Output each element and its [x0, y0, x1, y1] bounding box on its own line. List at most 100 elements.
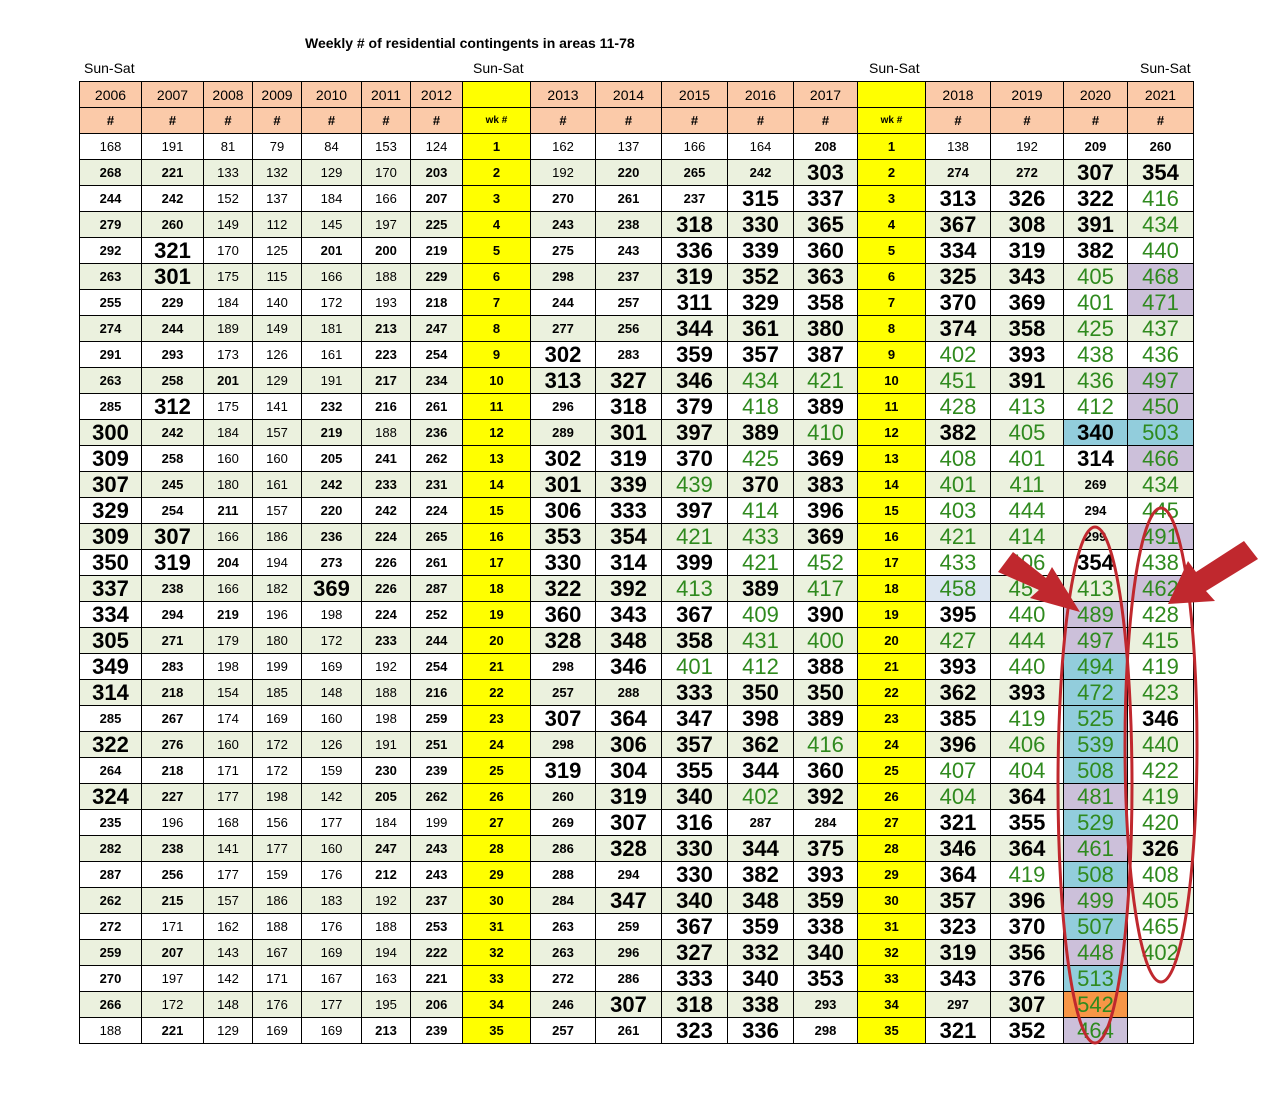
value-cell: 238: [141, 835, 204, 862]
value-cell: 242: [361, 497, 411, 524]
value-cell: 194: [252, 549, 302, 576]
value-cell: 198: [361, 705, 411, 732]
value-cell: 428: [925, 393, 991, 420]
value-cell: 294: [141, 601, 204, 628]
week-number-cell: 28: [462, 835, 531, 862]
week-number-cell: 7: [857, 289, 926, 316]
value-cell: 401: [661, 653, 728, 680]
week-number-cell: 35: [857, 1017, 926, 1044]
value-cell: 259: [410, 705, 463, 732]
value-cell: 343: [925, 965, 991, 992]
value-cell: 307: [141, 523, 204, 550]
week-number-cell: 34: [857, 991, 926, 1018]
value-cell: 179: [203, 627, 253, 654]
value-cell: 276: [141, 731, 204, 758]
value-cell: 389: [727, 419, 794, 446]
value-cell: 186: [252, 887, 302, 914]
value-cell: 322: [1063, 185, 1128, 212]
value-cell: 438: [1063, 341, 1128, 368]
week-number-cell: 12: [857, 419, 926, 446]
column-subheader: #: [661, 107, 728, 134]
value-cell: 191: [141, 133, 204, 160]
value-cell: 213: [361, 1017, 411, 1044]
value-cell: 419: [1127, 783, 1194, 810]
value-cell: 219: [410, 237, 463, 264]
value-cell: 261: [410, 393, 463, 420]
value-cell: 357: [727, 341, 794, 368]
year-header: 2014: [595, 81, 662, 108]
value-cell: 261: [410, 549, 463, 576]
value-cell: 434: [1127, 471, 1194, 498]
table-row: 309 307 166 186 236 224 265 16 353 354 421 433 369 16…: [79, 523, 1194, 550]
value-cell: 319: [595, 445, 662, 472]
value-cell: 212: [361, 861, 411, 888]
value-cell: 327: [661, 939, 728, 966]
value-cell: 171: [203, 757, 253, 784]
value-cell: 491: [1127, 523, 1194, 550]
value-cell: 192: [361, 653, 411, 680]
value-cell: 289: [530, 419, 596, 446]
week-number-cell: 26: [857, 783, 926, 810]
value-cell: 170: [203, 237, 253, 264]
value-cell: 402: [925, 341, 991, 368]
week-number-cell: 34: [462, 991, 531, 1018]
value-cell: 241: [361, 445, 411, 472]
value-cell: 268: [79, 159, 142, 186]
value-cell: 199: [410, 809, 463, 836]
value-cell: 180: [203, 471, 253, 498]
value-cell: 285: [79, 393, 142, 420]
value-cell: 168: [79, 133, 142, 160]
value-cell: 242: [301, 471, 362, 498]
value-cell: 262: [410, 445, 463, 472]
value-cell: 401: [1063, 289, 1128, 316]
value-cell: 129: [203, 1017, 253, 1044]
value-cell: 224: [361, 601, 411, 628]
value-cell: 206: [410, 991, 463, 1018]
value-cell: 242: [727, 159, 794, 186]
value-cell: 244: [530, 289, 596, 316]
value-cell: 409: [727, 601, 794, 628]
value-cell: 209: [1063, 133, 1128, 160]
value-cell: 337: [79, 575, 142, 602]
value-cell: 339: [727, 237, 794, 264]
value-cell: 396: [925, 731, 991, 758]
value-cell: 174: [203, 705, 253, 732]
value-cell: 264: [79, 757, 142, 784]
week-number-cell: 33: [857, 965, 926, 992]
value-cell: 149: [203, 211, 253, 238]
value-cell: 166: [301, 263, 362, 290]
value-cell: 159: [301, 757, 362, 784]
value-cell: 273: [301, 549, 362, 576]
value-cell: 301: [595, 419, 662, 446]
week-number-cell: 19: [857, 601, 926, 628]
value-cell: 326: [1127, 835, 1194, 862]
table-row: 285 312 175 141 232 216 261 11 296 318 379 418 389 11…: [79, 393, 1194, 420]
value-cell: 436: [1063, 367, 1128, 394]
value-cell: 358: [793, 289, 858, 316]
value-cell: 216: [410, 679, 463, 706]
value-cell: 440: [1127, 731, 1194, 758]
value-cell: 327: [595, 367, 662, 394]
sun-sat-label: Sun-Sat: [1140, 60, 1191, 76]
value-cell: 293: [793, 991, 858, 1018]
value-cell: 425: [1063, 315, 1128, 342]
value-cell: 369: [301, 575, 362, 602]
value-cell: 357: [925, 887, 991, 914]
week-number-cell: 17: [462, 549, 531, 576]
value-cell: 325: [925, 263, 991, 290]
value-cell: 379: [661, 393, 728, 420]
value-cell: 175: [203, 263, 253, 290]
value-cell: 81: [203, 133, 253, 160]
year-header: 2012: [410, 81, 463, 108]
value-cell: 314: [79, 679, 142, 706]
week-number-cell: 2: [857, 159, 926, 186]
value-cell: 359: [661, 341, 728, 368]
year-header: [462, 81, 531, 108]
value-cell: 416: [793, 731, 858, 758]
table-row: 322 276 160 172 126 191 251 24 298 306 357 362 416 24…: [79, 731, 1194, 758]
table-row: 337 238 166 182 369 226 287 18 322 392 413 389 417 18…: [79, 575, 1194, 602]
value-cell: 413: [661, 575, 728, 602]
table-row: 282 238 141 177 160 247 243 28 286 328 330 344 375 28…: [79, 835, 1194, 862]
value-cell: 226: [361, 575, 411, 602]
column-subheader: #: [1127, 107, 1194, 134]
